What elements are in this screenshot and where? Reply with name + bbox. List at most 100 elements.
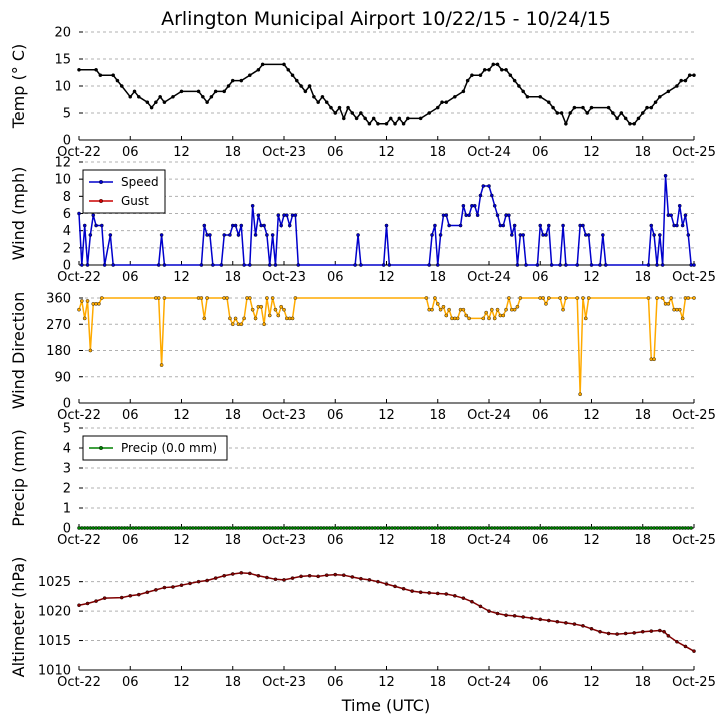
data-point-temp [478, 73, 483, 77]
data-point-altimeter [640, 629, 645, 634]
data-point-altimeter [683, 644, 688, 649]
data-point-altimeter [341, 573, 346, 577]
data-point-temp [658, 95, 662, 99]
x-tick-label-wind: 06 [327, 270, 344, 285]
data-point-direction [242, 316, 246, 321]
data-point-temp [136, 95, 141, 99]
data-point-altimeter [222, 573, 227, 578]
data-point-wind [512, 223, 517, 228]
data-point-altimeter [487, 609, 491, 613]
data-point-altimeter [205, 578, 209, 583]
x-tick-label-precip: Oct-25 [672, 533, 716, 548]
y-tick-label-precip: 1 [63, 502, 71, 517]
data-point-temp [649, 105, 654, 110]
data-point-altimeter [444, 592, 449, 596]
data-point-direction [248, 296, 252, 300]
data-point-temp [205, 100, 209, 104]
data-point-wind [77, 211, 81, 216]
data-point-altimeter [171, 585, 175, 589]
data-point-temp [628, 122, 632, 126]
y-tick-label-wind: 12 [54, 156, 71, 171]
data-point-altimeter [521, 615, 525, 619]
legend-marker-wind [98, 198, 103, 203]
data-point-direction [262, 322, 266, 327]
data-point-wind [356, 233, 360, 237]
x-tick-label-direction: 06 [532, 408, 549, 423]
data-point-wind [159, 233, 164, 237]
data-point-altimeter [692, 649, 696, 653]
data-point-temp [397, 116, 402, 121]
data-point-wind [515, 263, 520, 267]
data-point-wind [248, 263, 252, 267]
legend-marker-precip [98, 446, 103, 451]
x-tick-label-precip: 18 [224, 533, 241, 548]
legend-label-wind: Gust [121, 194, 149, 208]
x-tick-label-altimeter: 18 [634, 675, 651, 690]
data-point-temp [209, 95, 214, 99]
data-point-temp [256, 68, 261, 72]
data-point-wind [558, 263, 562, 267]
data-point-direction [512, 307, 517, 312]
data-point-wind [660, 263, 665, 267]
data-point-direction [455, 316, 460, 321]
data-point-wind [458, 223, 463, 228]
data-point-altimeter [94, 599, 98, 603]
data-point-direction [430, 307, 434, 312]
x-tick-label-altimeter: 12 [583, 675, 600, 690]
data-point-temp [128, 95, 133, 99]
data-point-direction [290, 316, 295, 321]
panel-wind: 0 2 4 6 8 10 12 Oct-22 06 12 18 Oct-23 06 12 18 Oct-24 0… [9, 156, 716, 286]
data-point-temp [367, 122, 372, 126]
data-point-temp [179, 89, 184, 94]
data-point-wind [100, 223, 104, 228]
y-tick-label-altimeter: 1010 [38, 664, 71, 679]
data-point-altimeter [85, 601, 90, 606]
data-point-altimeter [273, 577, 278, 582]
data-point-wind [91, 213, 96, 218]
data-point-temp [320, 95, 325, 99]
data-point-direction [677, 307, 682, 312]
data-point-altimeter [546, 618, 551, 623]
data-point-wind [293, 213, 298, 218]
data-point-altimeter [401, 586, 406, 591]
y-tick-label-temp: 20 [54, 26, 71, 41]
x-tick-label-wind: 12 [173, 270, 190, 285]
data-point-altimeter [384, 582, 389, 586]
data-point-wind [478, 193, 483, 198]
data-point-direction [669, 296, 673, 300]
x-tick-label-direction: Oct-22 [57, 408, 101, 423]
data-point-wind [85, 263, 90, 267]
data-point-wind [507, 213, 511, 218]
data-point-temp [585, 111, 590, 115]
data-point-wind [353, 263, 357, 267]
x-tick-label-wind: 18 [224, 270, 241, 285]
data-point-wind [481, 184, 486, 188]
data-point-temp [295, 78, 299, 83]
data-point-altimeter [589, 626, 594, 631]
data-point-temp [679, 78, 683, 83]
data-point-wind [447, 223, 451, 228]
data-point-wind [381, 263, 386, 267]
data-point-wind [270, 233, 275, 237]
y-tick-label-temp: 0 [63, 134, 71, 149]
y-axis-label-direction: Wind Direction [9, 292, 28, 410]
data-point-temp [636, 116, 641, 121]
data-point-temp [517, 84, 521, 88]
data-point-temp [401, 122, 406, 126]
legend-label-precip: Precip (0.0 mm) [121, 441, 217, 455]
panel-altimeter: 1010 1015 1020 1025 Oct-22 06 12 18 Oct-23 06 12 18… [9, 557, 716, 690]
data-point-temp [653, 100, 658, 104]
data-point-direction [666, 302, 671, 306]
data-point-wind [219, 263, 224, 267]
y-tick-label-wind: 4 [63, 224, 71, 239]
data-point-altimeter [512, 614, 517, 618]
data-point-altimeter [350, 575, 355, 579]
data-point-altimeter [248, 571, 252, 576]
data-point-temp [115, 78, 120, 83]
data-point-wind [102, 263, 107, 267]
data-point-temp [77, 68, 81, 72]
data-point-temp [470, 73, 474, 77]
data-point-wind [273, 263, 278, 267]
y-tick-label-precip: 3 [63, 462, 71, 477]
